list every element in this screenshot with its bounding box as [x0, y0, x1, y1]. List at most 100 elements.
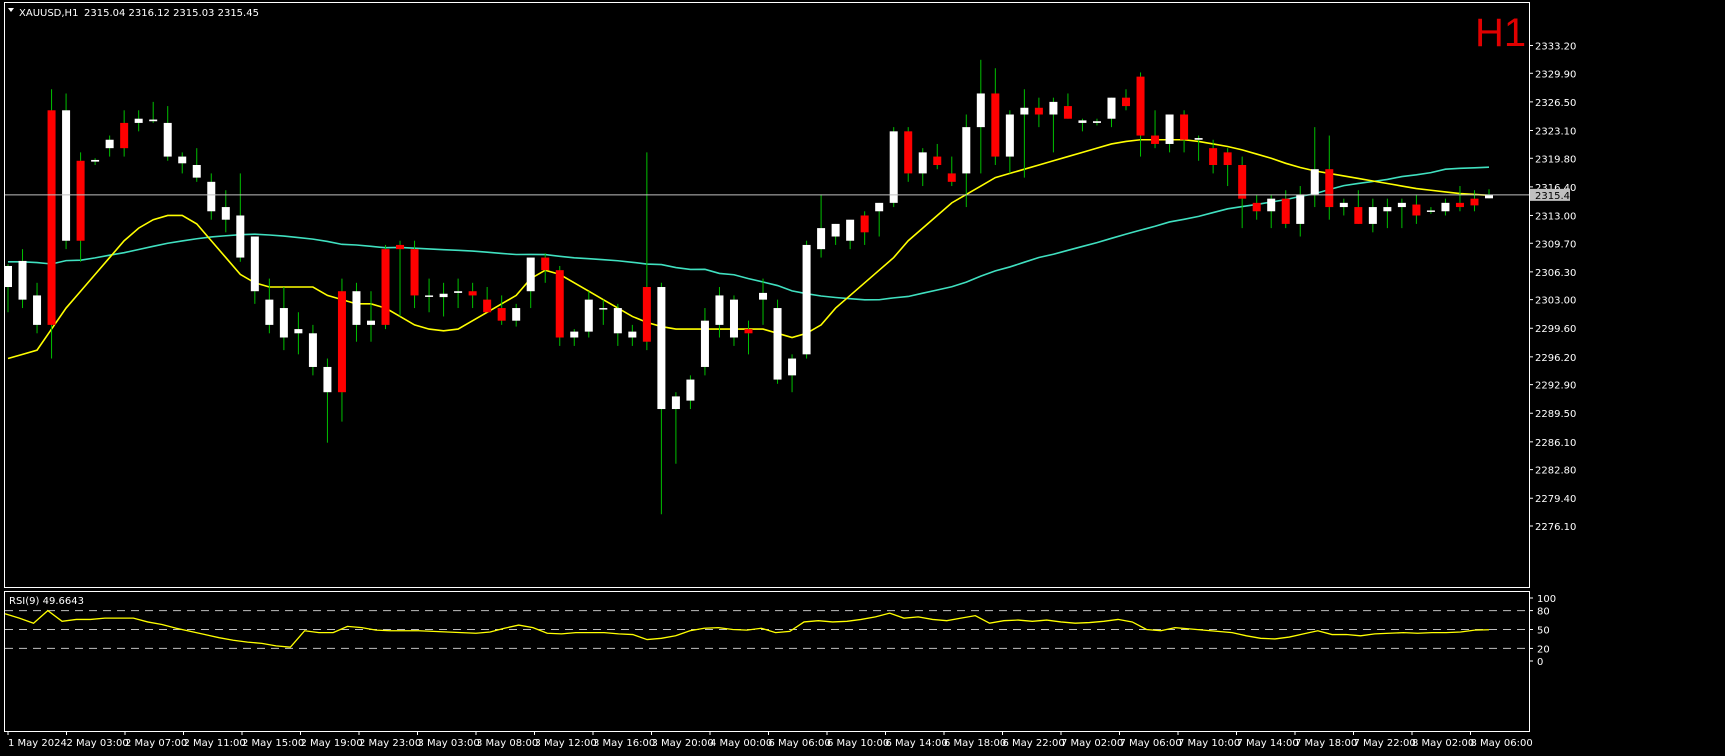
- time-tick-label: 4 May 00:00: [710, 738, 772, 749]
- time-tick-label: 2 May 19:00: [301, 738, 363, 749]
- candle-body: [933, 156, 942, 165]
- time-tick-label: 2 May 03:00: [67, 738, 129, 749]
- candle-body: [962, 127, 971, 174]
- candle-body: [976, 93, 985, 128]
- price-tick-label: 2299.60: [1535, 324, 1576, 335]
- price-tick-label: 2313.00: [1535, 211, 1576, 222]
- candle-body: [1194, 138, 1203, 140]
- time-tick-label: 7 May 14:00: [1237, 738, 1299, 749]
- candle-body: [337, 291, 346, 393]
- candle-body: [860, 215, 869, 233]
- price-tick-label: 2289.50: [1535, 409, 1576, 420]
- candle-body: [904, 131, 913, 174]
- candle-body: [1136, 76, 1145, 136]
- candle-body: [628, 331, 637, 338]
- price-tick-label: 2319.80: [1535, 154, 1576, 165]
- candle-body: [1092, 121, 1101, 123]
- time-tick-label: 2 May 11:00: [184, 738, 246, 749]
- candle-body: [4, 265, 12, 288]
- candle-body: [512, 308, 521, 321]
- candle-body: [715, 295, 724, 325]
- candle-body: [192, 164, 201, 178]
- ma-slow-line: [7, 166, 1490, 301]
- candle-body: [1339, 202, 1348, 208]
- candle-body: [1005, 114, 1014, 157]
- candle-body: [207, 181, 216, 212]
- candle-body: [1383, 207, 1392, 212]
- candle-body: [773, 308, 782, 380]
- time-tick-label: 6 May 10:00: [827, 738, 889, 749]
- candle-body: [76, 160, 85, 241]
- candle-body: [279, 308, 288, 338]
- time-tick-label: 8 May 06:00: [1471, 738, 1533, 749]
- main-plot-frame[interactable]: [4, 2, 1530, 588]
- candle-body: [1296, 194, 1305, 224]
- rsi-tick-label: 50: [1537, 626, 1550, 637]
- time-tick-label: 7 May 02:00: [1061, 738, 1123, 749]
- candle-body: [1165, 114, 1174, 144]
- price-tick-label: 2286.10: [1535, 438, 1576, 449]
- time-tick-label: 6 May 14:00: [886, 738, 948, 749]
- candle-body: [178, 156, 187, 164]
- price-tick-label: 2333.20: [1535, 42, 1576, 53]
- dropdown-triangle-icon[interactable]: [8, 8, 14, 12]
- candle-body: [62, 110, 71, 241]
- candle-body: [1354, 207, 1363, 224]
- rsi-header-label: RSI(9) 49.6643: [9, 596, 84, 607]
- time-tick-label: 3 May 16:00: [593, 738, 655, 749]
- candle-body: [265, 299, 274, 325]
- price-tick-label: 2303.00: [1535, 296, 1576, 307]
- candle-body: [1252, 202, 1261, 212]
- candle-body: [1455, 202, 1464, 208]
- time-tick-label: 7 May 10:00: [1178, 738, 1240, 749]
- price-tick-label: 2296.20: [1535, 353, 1576, 364]
- rsi-tick-label: 100: [1537, 594, 1556, 605]
- time-tick-label: 2 May 23:00: [359, 738, 421, 749]
- candle-body: [105, 139, 114, 149]
- candle-body: [759, 292, 768, 300]
- time-tick-label: 7 May 22:00: [1354, 738, 1416, 749]
- price-tick-label: 2309.70: [1535, 239, 1576, 250]
- rsi-tick-label: 20: [1537, 644, 1550, 655]
- candle-body: [788, 358, 797, 376]
- candle-body: [599, 308, 608, 310]
- current-price-label: 2315.45: [1535, 191, 1576, 202]
- time-tick-label: 1 May 2024: [8, 738, 67, 749]
- price-tick-label: 2329.90: [1535, 69, 1576, 80]
- price-tick-label: 2292.90: [1535, 381, 1576, 392]
- time-axis: 1 May 2024 2 May 03:002 May 07:002 May 11…: [7, 731, 1533, 749]
- candle-body: [1063, 106, 1072, 119]
- current-price-label-bg: [1530, 188, 1570, 201]
- candle-body: [1470, 198, 1479, 206]
- rsi-plot-frame[interactable]: [4, 591, 1530, 732]
- candle-body: [744, 329, 753, 334]
- ma-slow-group: [7, 166, 1490, 301]
- candle-body: [483, 299, 492, 313]
- candle-body: [468, 291, 477, 296]
- candle-body: [729, 299, 738, 338]
- candle-body: [1049, 101, 1058, 115]
- time-tick-label: 6 May 06:00: [769, 738, 831, 749]
- ohlc-label: 2315.04 2316.12 2315.03 2315.45: [84, 8, 259, 19]
- candle-body: [991, 93, 1000, 157]
- candle-body: [439, 293, 448, 298]
- time-tick-label: 2 May 07:00: [125, 738, 187, 749]
- candle-body: [1238, 164, 1247, 199]
- candle-body: [1180, 114, 1189, 140]
- time-tick-label: 3 May 08:00: [476, 738, 538, 749]
- candle-body: [1310, 169, 1319, 195]
- candle-body: [323, 366, 332, 393]
- candle-body: [555, 270, 564, 338]
- candle-body: [294, 329, 303, 334]
- time-tick-label: 3 May 03:00: [418, 738, 480, 749]
- candle-body: [875, 202, 884, 212]
- candle-body: [1368, 207, 1377, 224]
- candle-body: [1426, 210, 1435, 212]
- candle-body: [1020, 107, 1029, 115]
- candle-body: [947, 173, 956, 182]
- candle-body: [381, 249, 390, 325]
- candle-body: [1267, 198, 1276, 212]
- candles-group: [4, 59, 1493, 515]
- rsi-tick-label: 80: [1537, 607, 1550, 618]
